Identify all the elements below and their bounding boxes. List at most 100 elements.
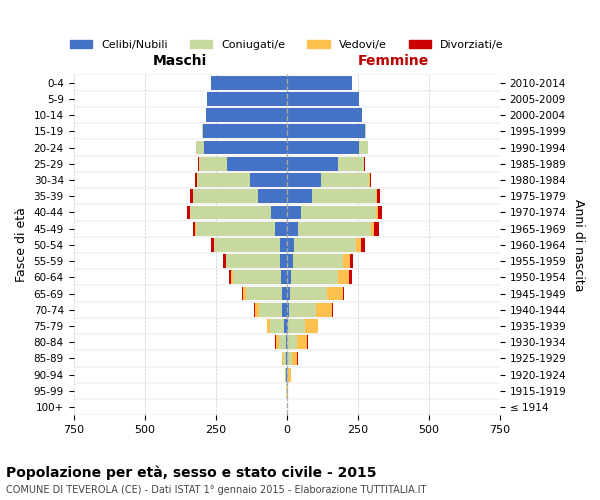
Y-axis label: Anni di nascita: Anni di nascita — [572, 198, 585, 291]
Bar — [250, 173, 287, 187]
Bar — [359, 140, 368, 154]
Bar — [282, 303, 287, 316]
Bar — [287, 319, 288, 333]
Bar — [287, 173, 321, 187]
Bar — [343, 286, 344, 300]
Bar — [298, 222, 371, 235]
Bar — [190, 206, 271, 220]
Bar — [287, 76, 352, 90]
Bar — [187, 206, 190, 220]
Bar — [313, 190, 376, 203]
Bar — [327, 286, 343, 300]
Bar — [203, 124, 287, 138]
Bar — [275, 222, 287, 235]
Bar — [223, 254, 226, 268]
Legend: Celibi/Nubili, Coniugati/e, Vedovi/e, Divorziati/e: Celibi/Nubili, Coniugati/e, Vedovi/e, Di… — [65, 36, 508, 54]
Text: Popolazione per età, sesso e stato civile - 2015: Popolazione per età, sesso e stato civil… — [6, 465, 377, 479]
Bar — [287, 190, 313, 203]
Bar — [280, 238, 287, 252]
Bar — [205, 140, 287, 154]
Bar — [242, 286, 245, 300]
Bar — [282, 352, 283, 366]
Bar — [364, 157, 365, 170]
Bar — [287, 254, 293, 268]
Bar — [198, 157, 199, 170]
Bar — [287, 140, 359, 154]
Bar — [287, 368, 289, 382]
Bar — [281, 270, 287, 284]
Bar — [259, 303, 282, 316]
Bar — [378, 206, 382, 220]
Bar — [287, 108, 362, 122]
Bar — [287, 238, 294, 252]
Bar — [287, 352, 292, 366]
Bar — [374, 222, 379, 235]
Bar — [278, 336, 286, 349]
Bar — [316, 303, 332, 316]
Bar — [370, 173, 371, 187]
Bar — [283, 352, 286, 366]
Bar — [293, 254, 343, 268]
Bar — [286, 336, 287, 349]
Bar — [287, 286, 290, 300]
Bar — [259, 190, 287, 203]
Bar — [193, 222, 196, 235]
Bar — [287, 124, 365, 138]
Bar — [196, 140, 205, 154]
Bar — [287, 222, 298, 235]
Text: Femmine: Femmine — [358, 54, 429, 68]
Text: Maschi: Maschi — [153, 54, 207, 68]
Bar — [245, 286, 283, 300]
Bar — [287, 270, 291, 284]
Bar — [193, 190, 259, 203]
Bar — [289, 303, 316, 316]
Bar — [268, 319, 270, 333]
Bar — [202, 124, 203, 138]
Bar — [284, 319, 287, 333]
Bar — [196, 173, 197, 187]
Bar — [190, 190, 193, 203]
Bar — [361, 238, 365, 252]
Bar — [280, 254, 287, 268]
Bar — [338, 157, 364, 170]
Bar — [197, 173, 250, 187]
Bar — [211, 76, 287, 90]
Bar — [227, 157, 287, 170]
Bar — [294, 238, 356, 252]
Text: COMUNE DI TEVEROLA (CE) - Dati ISTAT 1° gennaio 2015 - Elaborazione TUTTITALIA.I: COMUNE DI TEVEROLA (CE) - Dati ISTAT 1° … — [6, 485, 427, 495]
Bar — [287, 92, 359, 106]
Bar — [376, 190, 377, 203]
Bar — [376, 206, 378, 220]
Bar — [229, 270, 232, 284]
Bar — [196, 222, 275, 235]
Bar — [283, 286, 287, 300]
Bar — [275, 336, 278, 349]
Bar — [338, 270, 349, 284]
Bar — [287, 206, 301, 220]
Bar — [206, 108, 287, 122]
Bar — [287, 336, 297, 349]
Bar — [290, 286, 327, 300]
Bar — [350, 254, 353, 268]
Bar — [207, 92, 287, 106]
Bar — [321, 173, 369, 187]
Y-axis label: Fasce di età: Fasce di età — [15, 208, 28, 282]
Bar — [233, 270, 281, 284]
Bar — [288, 319, 305, 333]
Bar — [301, 206, 376, 220]
Bar — [365, 124, 366, 138]
Bar — [214, 238, 280, 252]
Bar — [371, 222, 374, 235]
Bar — [289, 368, 291, 382]
Bar — [349, 270, 352, 284]
Bar — [199, 157, 227, 170]
Bar — [271, 206, 287, 220]
Bar — [287, 303, 289, 316]
Bar — [226, 254, 280, 268]
Bar — [377, 190, 380, 203]
Bar — [297, 336, 307, 349]
Bar — [291, 270, 338, 284]
Bar — [211, 238, 214, 252]
Bar — [292, 352, 297, 366]
Bar — [232, 270, 233, 284]
